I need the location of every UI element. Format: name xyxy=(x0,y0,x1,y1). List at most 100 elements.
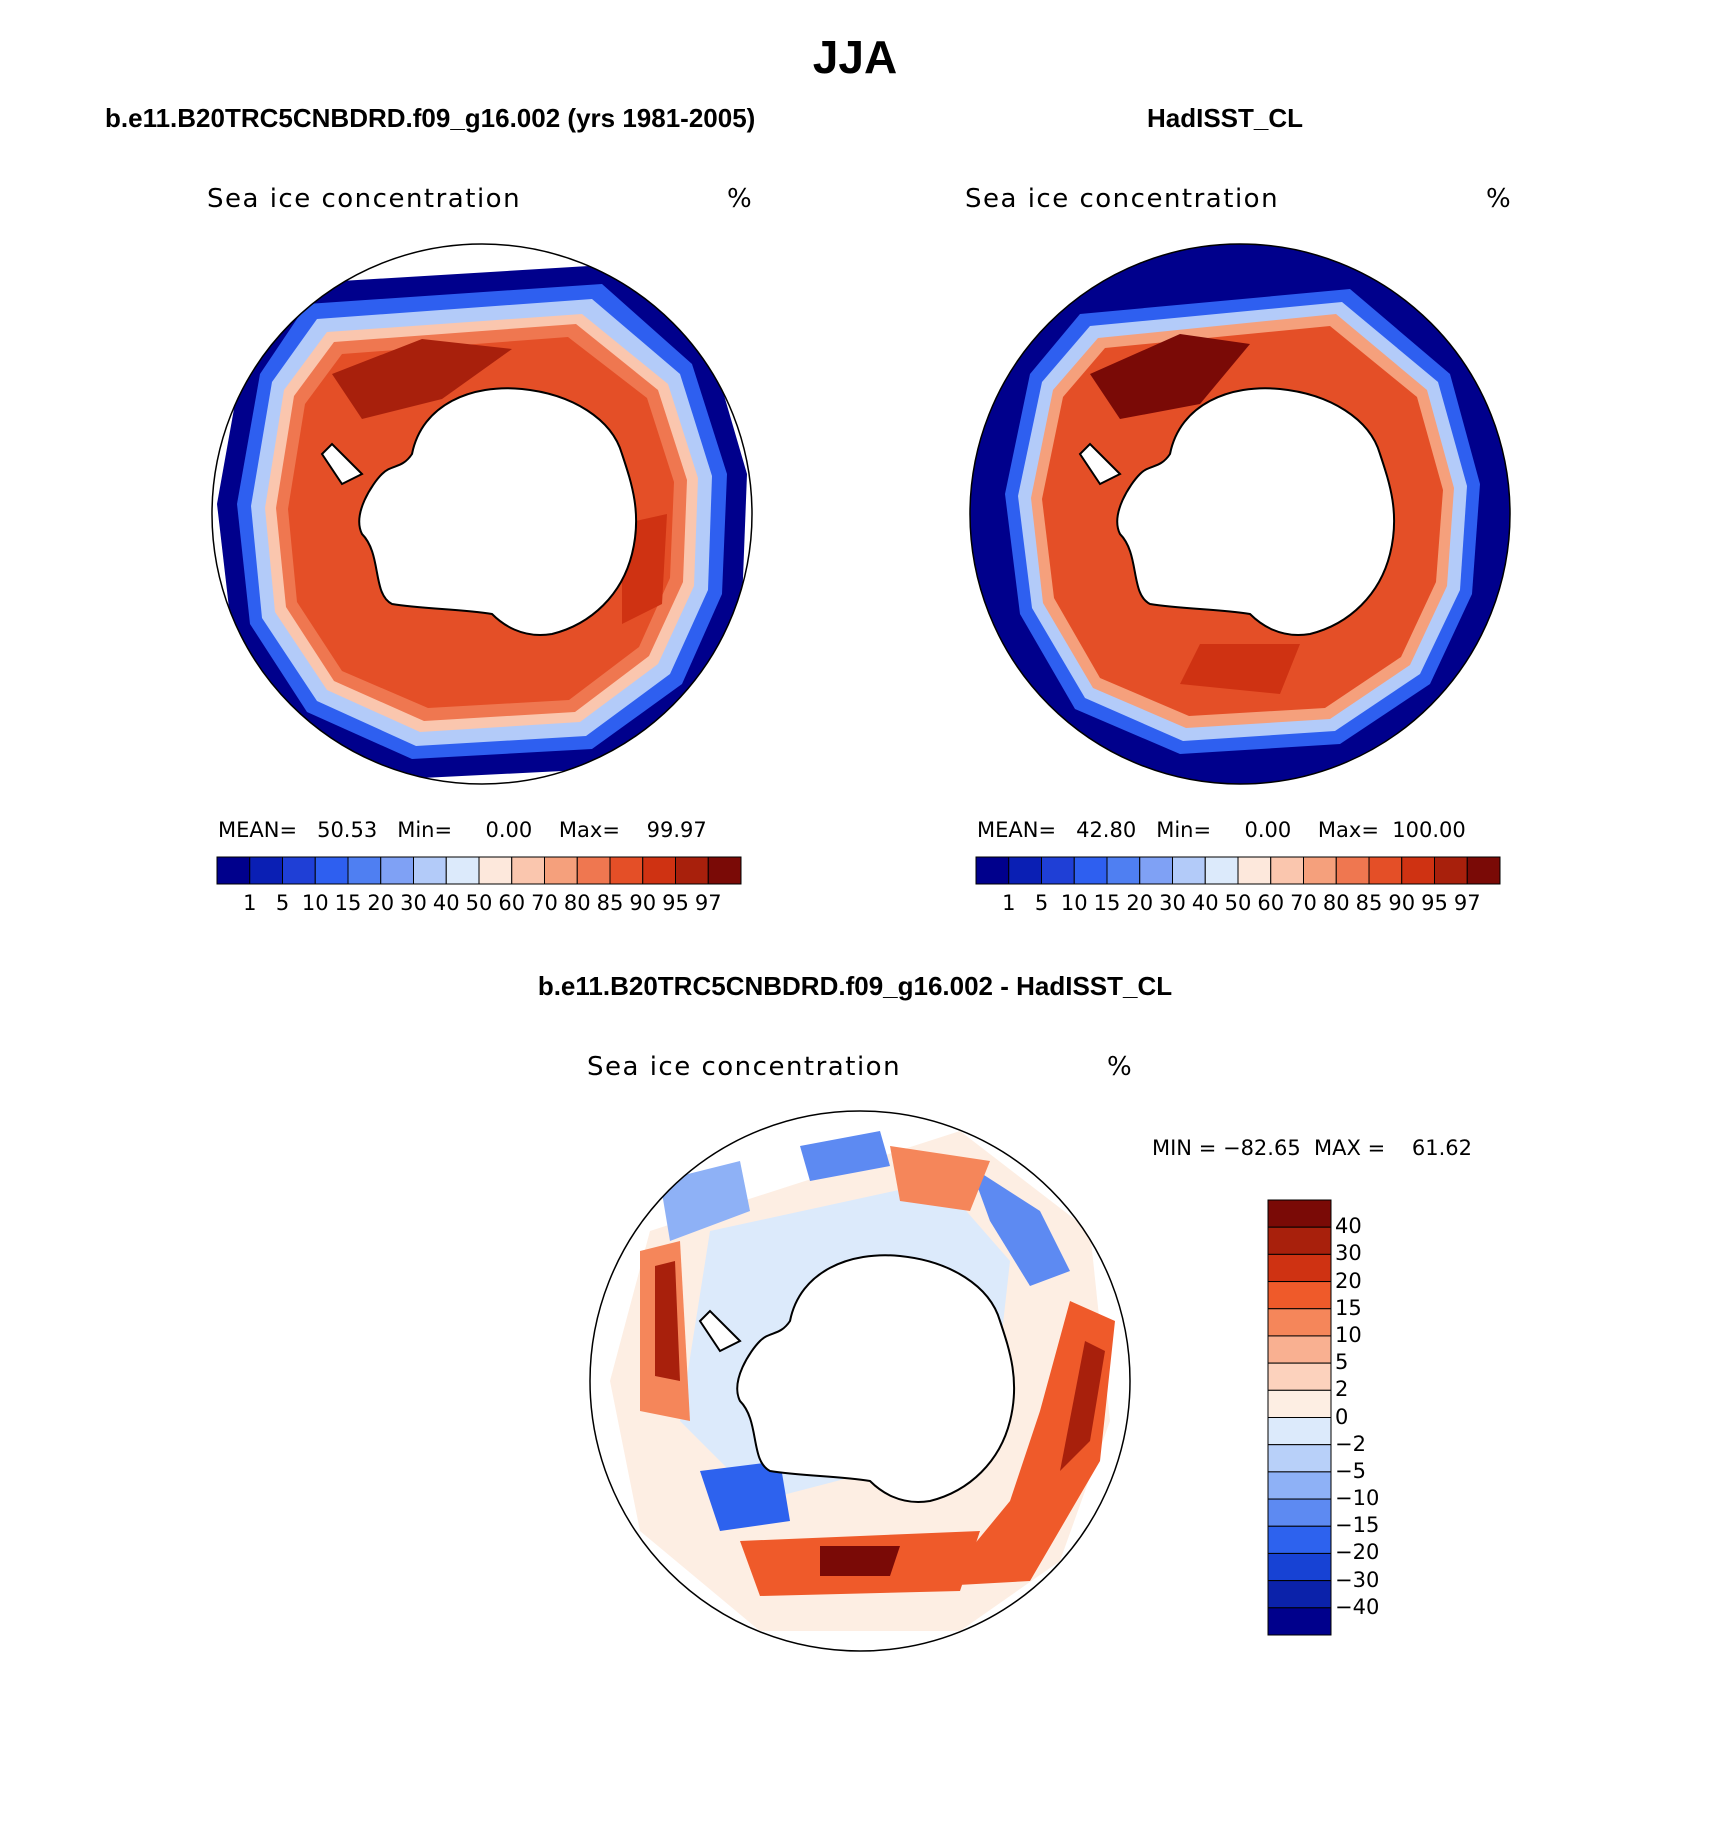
colorbar-tick-label: −20 xyxy=(1335,1540,1380,1565)
model-stats: MEAN= 50.53 Min= 0.00 Max= 99.97 xyxy=(218,818,707,842)
colorbar-tick-label: 97 xyxy=(694,891,722,915)
colorbar-tick-label: 97 xyxy=(1453,891,1481,915)
colorbar-tick-label: 85 xyxy=(1355,891,1383,915)
colorbar-tick-label: −30 xyxy=(1335,1567,1380,1592)
colorbar-swatch xyxy=(1267,1607,1332,1636)
colorbar-swatch xyxy=(1267,1471,1332,1500)
colorbar-swatch xyxy=(1368,856,1403,885)
obs-stats: MEAN= 42.80 Min= 0.00 Max= 100.00 xyxy=(977,818,1466,842)
colorbar-swatch xyxy=(1267,1525,1332,1554)
colorbar-swatch xyxy=(1267,1281,1332,1310)
colorbar-swatch xyxy=(1267,1580,1332,1609)
colorbar-tick-label: −40 xyxy=(1335,1594,1380,1619)
obs-polar-map xyxy=(969,243,1511,785)
colorbar-tick-label: 10 xyxy=(1335,1322,1362,1347)
colorbar-swatch xyxy=(445,856,480,885)
colorbar-swatch xyxy=(282,856,316,885)
colorbar-tick-label: 90 xyxy=(629,891,657,915)
colorbar-swatch xyxy=(1434,856,1468,885)
colorbar-swatch xyxy=(1267,1308,1332,1337)
colorbar-swatch xyxy=(1267,1444,1332,1473)
colorbar-tick-label: 40 xyxy=(1191,891,1219,915)
colorbar-swatch xyxy=(1303,856,1337,885)
colorbar-swatch xyxy=(314,856,349,885)
colorbar-swatch xyxy=(642,856,676,885)
colorbar-swatch xyxy=(1267,1199,1332,1228)
colorbar-swatch xyxy=(1267,1552,1332,1582)
colorbar-tick-label: 0 xyxy=(1335,1404,1349,1429)
colorbar-swatch xyxy=(707,856,742,885)
model-panel-title: b.e11.B20TRC5CNBDRD.f09_g16.002 (yrs 198… xyxy=(105,103,756,133)
colorbar-tick-label: 60 xyxy=(498,891,526,915)
colorbar-tick-label: 1 xyxy=(1002,891,1016,915)
colorbar-tick-label: 15 xyxy=(334,891,362,915)
model-units-label: % xyxy=(727,184,754,214)
colorbar-swatch xyxy=(675,856,709,885)
colorbar-tick-label: 30 xyxy=(1335,1241,1362,1266)
colorbar-tick-label: −2 xyxy=(1335,1431,1366,1456)
colorbar-tick-label: 60 xyxy=(1257,891,1285,915)
colorbar-swatch xyxy=(1267,1226,1332,1255)
colorbar-tick-label: 50 xyxy=(465,891,493,915)
colorbar-tick-label: 20 xyxy=(367,891,395,915)
colorbar-tick-label: 10 xyxy=(301,891,329,915)
colorbar-tick-label: 95 xyxy=(662,891,689,915)
colorbar-swatch xyxy=(380,856,414,885)
obs-colorbar xyxy=(975,856,1501,885)
colorbar-tick-label: 2 xyxy=(1335,1377,1349,1402)
colorbar-tick-label: 70 xyxy=(1290,891,1317,915)
colorbar-tick-label: 80 xyxy=(1322,891,1350,915)
colorbar-swatch xyxy=(1041,856,1075,885)
colorbar-tick-label: 20 xyxy=(1335,1268,1362,1293)
colorbar-swatch xyxy=(1008,856,1042,885)
colorbar-swatch xyxy=(1172,856,1206,885)
model-colorbar xyxy=(216,856,742,885)
colorbar-tick-label: 40 xyxy=(432,891,460,915)
diff-stats: MIN = −82.65 MAX = 61.62 xyxy=(1152,1136,1472,1160)
diff-colorbar-labels: 40 30 20 15 10 5 2 0 −2 −5 −10 −15 −20 −30 −40 xyxy=(1335,1200,1475,1635)
colorbar-tick-label: 20 xyxy=(1126,891,1154,915)
colorbar-tick-label: 1 xyxy=(243,891,257,915)
colorbar-tick-label: −5 xyxy=(1335,1458,1366,1483)
colorbar-swatch xyxy=(1267,1498,1332,1527)
colorbar-swatch xyxy=(216,856,251,885)
colorbar-tick-label: 90 xyxy=(1388,891,1416,915)
colorbar-swatch xyxy=(478,856,513,885)
colorbar-tick-label: 15 xyxy=(1335,1295,1362,1320)
colorbar-tick-label: 15 xyxy=(1093,891,1121,915)
colorbar-swatch xyxy=(1270,856,1304,885)
colorbar-tick-label: −10 xyxy=(1335,1486,1380,1511)
colorbar-tick-label: 50 xyxy=(1224,891,1252,915)
colorbar-tick-label: 40 xyxy=(1335,1214,1362,1239)
diff-colorbar xyxy=(1267,1199,1332,1636)
colorbar-swatch xyxy=(1204,856,1239,885)
diff-polar-map xyxy=(589,1110,1131,1652)
colorbar-swatch xyxy=(511,856,545,885)
colorbar-swatch xyxy=(347,856,382,885)
obs-variable-label: Sea ice concentration xyxy=(965,184,1280,214)
obs-units-label: % xyxy=(1486,184,1513,214)
model-polar-map xyxy=(211,243,753,785)
colorbar-swatch xyxy=(1267,1417,1332,1446)
colorbar-swatch xyxy=(609,856,644,885)
colorbar-swatch xyxy=(1139,856,1173,885)
colorbar-swatch xyxy=(1466,856,1501,885)
model-variable-label: Sea ice concentration xyxy=(207,184,522,214)
colorbar-swatch xyxy=(1267,1335,1332,1364)
obs-panel-title: HadISST_CL xyxy=(1147,103,1304,133)
colorbar-swatch xyxy=(1106,856,1141,885)
figure-title: JJA xyxy=(812,31,898,83)
colorbar-swatch xyxy=(1237,856,1272,885)
colorbar-tick-label: 95 xyxy=(1421,891,1448,915)
colorbar-swatch xyxy=(1335,856,1370,885)
colorbar-tick-label: 30 xyxy=(1159,891,1186,915)
colorbar-tick-label: 5 xyxy=(1335,1350,1349,1375)
colorbar-swatch xyxy=(413,856,447,885)
colorbar-tick-label: 5 xyxy=(275,891,290,915)
model-colorbar-labels: 1 5 10 15 20 30 40 50 60 70 80 85 90 95 97 xyxy=(217,891,741,917)
colorbar-tick-label: 10 xyxy=(1060,891,1088,915)
colorbar-swatch xyxy=(1267,1389,1332,1418)
diff-variable-label: Sea ice concentration xyxy=(587,1052,902,1082)
colorbar-tick-label: 5 xyxy=(1034,891,1049,915)
colorbar-tick-label: 80 xyxy=(563,891,591,915)
